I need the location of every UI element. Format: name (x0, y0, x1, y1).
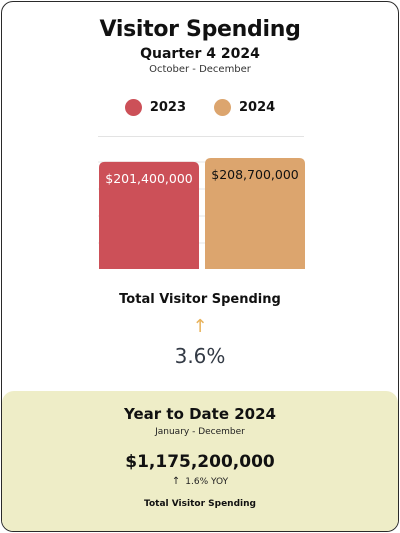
ytd-change-text: 1.6% YOY (185, 477, 229, 487)
arrow-up-icon: ↑ (171, 476, 181, 487)
total-visitor-spending-label: Total Visitor Spending (119, 292, 281, 307)
year-to-date-panel: Year to Date 2024 January - December $1,… (2, 391, 398, 531)
bar-chart: $201,400,000 $208,700,000 (98, 158, 305, 269)
legend-swatch-2023 (124, 98, 142, 116)
ytd-title: Year to Date 2024 (124, 405, 276, 423)
ytd-total-label: Total Visitor Spending (144, 499, 256, 509)
ytd-amount: $1,175,200,000 (125, 452, 275, 472)
legend-item-2024: 2024 (214, 98, 276, 116)
arrow-up-icon: ↑ (192, 316, 208, 337)
chart-top-divider (98, 136, 304, 137)
legend-label-2024: 2024 (239, 99, 276, 115)
legend-item-2023: 2023 (124, 98, 186, 116)
chart-legend: 2023 2024 (2, 97, 398, 117)
ytd-change: ↑ 1.6% YOY (2, 476, 398, 487)
percent-change: 3.6% (174, 344, 226, 368)
bar-2023 (99, 161, 199, 269)
bar-value-label-2023: $201,400,000 (105, 171, 193, 186)
ytd-date-range: January - December (155, 427, 245, 437)
bar-2024 (205, 158, 305, 269)
quarter-subtitle: Quarter 4 2024 (140, 46, 260, 62)
legend-label-2023: 2023 (149, 99, 186, 115)
legend-swatch-2024 (214, 98, 231, 116)
page-title: Visitor Spending (99, 17, 301, 42)
bar-value-label-2024: $208,700,000 (211, 167, 299, 182)
quarter-date-range: October - December (149, 64, 251, 75)
